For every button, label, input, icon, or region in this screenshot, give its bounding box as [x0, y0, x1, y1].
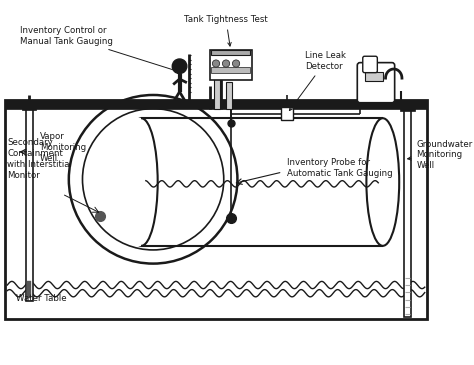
Text: Line Leak
Detector: Line Leak Detector	[290, 51, 346, 111]
Bar	[211, 50, 250, 55]
Bar	[281, 107, 293, 120]
Circle shape	[222, 60, 230, 67]
Ellipse shape	[125, 118, 158, 246]
Bar	[214, 74, 219, 109]
FancyBboxPatch shape	[363, 56, 377, 73]
Bar	[365, 72, 383, 81]
Bar	[404, 109, 411, 317]
Bar	[226, 82, 231, 109]
Bar	[26, 107, 33, 300]
Bar	[22, 105, 36, 110]
Bar	[5, 100, 428, 319]
Text: Tank Tightness Test: Tank Tightness Test	[184, 15, 268, 46]
Circle shape	[172, 59, 187, 74]
Text: Groundwater
Monitoring
Well: Groundwater Monitoring Well	[408, 140, 473, 170]
FancyBboxPatch shape	[357, 63, 395, 103]
Circle shape	[232, 60, 240, 67]
Text: Secondary
Containment
with Interstitial
Monitor: Secondary Containment with Interstitial …	[7, 138, 72, 180]
Text: Vapor
Monitoring
Well: Vapor Monitoring Well	[40, 132, 86, 163]
Bar	[123, 118, 141, 246]
Circle shape	[212, 60, 219, 67]
Bar	[400, 106, 415, 111]
Bar	[210, 50, 252, 80]
Bar	[141, 118, 383, 246]
Bar	[211, 67, 250, 73]
Ellipse shape	[366, 118, 399, 246]
Text: Inventory Probe for
Automatic Tank Gauging: Inventory Probe for Automatic Tank Gaugi…	[287, 158, 393, 178]
Text: Water Table: Water Table	[17, 294, 67, 303]
Bar	[5, 100, 428, 109]
Bar	[27, 281, 31, 298]
Text: Inventory Control or
Manual Tank Gauging: Inventory Control or Manual Tank Gauging	[20, 27, 182, 73]
